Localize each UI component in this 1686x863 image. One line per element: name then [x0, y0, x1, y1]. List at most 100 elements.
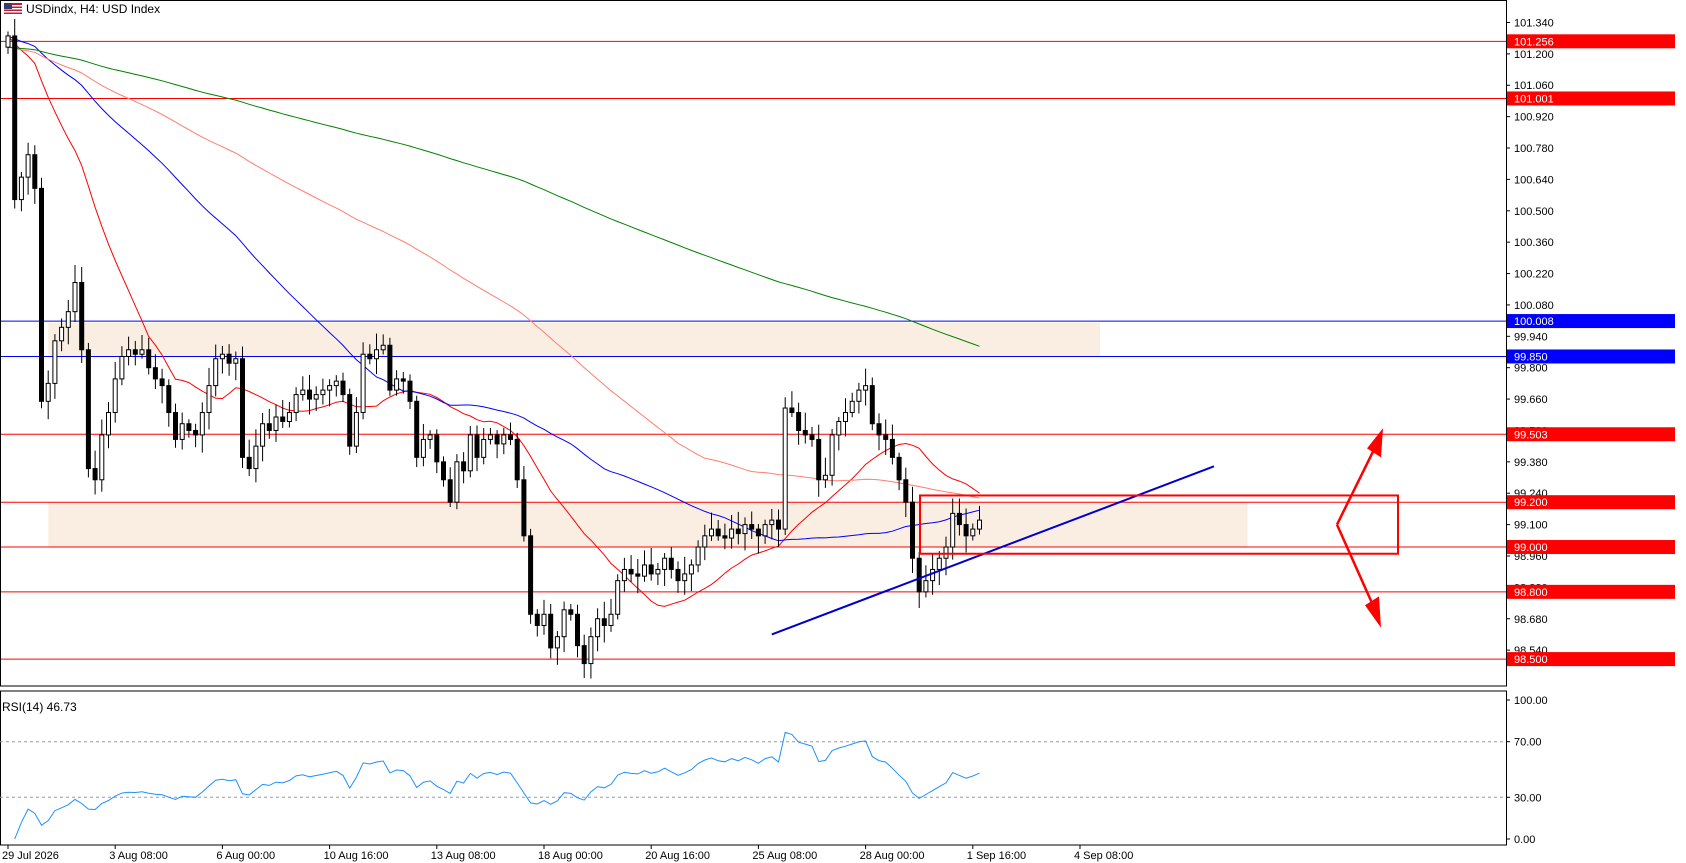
price-tick-label: 99.100	[1514, 520, 1548, 532]
candle-body	[541, 613, 547, 626]
annotation-layer	[771, 428, 1399, 636]
price-tick-label: 100.780	[1514, 143, 1554, 155]
level-tag	[1507, 91, 1675, 106]
candle-body	[353, 412, 359, 447]
candle-body	[387, 344, 393, 391]
candle-body	[52, 340, 58, 384]
price-tick-label: 100.500	[1514, 206, 1554, 218]
candle-body	[407, 380, 413, 402]
level-tag-label: 99.000	[1514, 542, 1548, 554]
candle-body	[320, 389, 326, 396]
candle-body	[253, 445, 259, 470]
rsi-header: RSI(14) 46.73	[2, 700, 77, 714]
candle-body	[668, 557, 674, 570]
price-tick-label: 101.200	[1514, 49, 1554, 61]
candle-body	[950, 512, 956, 548]
moving-average-line	[7, 46, 980, 347]
candle-body	[72, 282, 78, 313]
candle-body	[427, 434, 433, 440]
candle-body	[25, 154, 31, 178]
candle-body	[126, 349, 132, 357]
time-tick-label: 3 Aug 08:00	[109, 850, 168, 862]
candle-body	[286, 412, 292, 422]
level-tag	[1507, 34, 1675, 49]
candle-body	[206, 385, 212, 414]
candle-body	[963, 524, 969, 537]
level-tag-label: 101.256	[1514, 36, 1554, 48]
arrow-up-head	[1367, 428, 1383, 458]
candle-body	[729, 528, 735, 539]
level-tag-label: 98.500	[1514, 654, 1548, 666]
candle-body	[709, 528, 714, 537]
candle-body	[85, 349, 91, 470]
candle-body	[152, 367, 158, 380]
candle-body	[769, 519, 775, 526]
candle-body	[260, 423, 266, 447]
candle-body	[461, 461, 467, 472]
candle-body	[333, 380, 339, 387]
candle-body	[635, 573, 641, 577]
time-tick-label: 18 Aug 00:00	[538, 850, 603, 862]
candle-body	[581, 645, 587, 665]
candle-body	[595, 618, 601, 638]
price-zone	[48, 502, 1248, 548]
candle-body	[970, 528, 976, 537]
rsi-panel-frame	[0, 690, 1507, 846]
candle-body	[695, 546, 701, 566]
candle-body	[642, 564, 647, 577]
candle-body	[434, 434, 440, 463]
candle-body	[374, 349, 379, 360]
candle-body	[923, 580, 929, 593]
candle-body	[688, 564, 694, 575]
candle-body	[829, 434, 835, 476]
candle-body	[179, 423, 185, 440]
candle-body	[675, 568, 681, 582]
candle-body	[762, 524, 768, 537]
level-tag	[1507, 652, 1675, 667]
candle-body	[12, 35, 18, 201]
candle-body	[213, 358, 219, 387]
candle-body	[266, 423, 272, 431]
candle-body	[782, 407, 788, 530]
candle-body	[889, 438, 895, 458]
level-tag-label: 100.008	[1514, 316, 1554, 328]
price-tick-label: 101.060	[1514, 80, 1554, 92]
candle-body	[802, 429, 808, 436]
level-tag	[1507, 349, 1675, 364]
candle-body	[977, 519, 982, 530]
candle-body	[628, 568, 634, 575]
candle-body	[682, 573, 688, 582]
candle-body	[99, 434, 105, 481]
candle-body	[166, 385, 172, 414]
candle-body	[360, 353, 366, 414]
arrow-down-head	[1365, 596, 1381, 628]
candle-body	[662, 557, 668, 570]
rsi-panel: 100.00 70.00 30.00 0.00	[0, 695, 1548, 846]
price-zone	[48, 322, 1101, 357]
candle-body	[869, 385, 875, 425]
candle-body	[106, 412, 111, 436]
candle-body	[776, 519, 781, 530]
candle-body	[554, 636, 560, 649]
candle-body	[521, 479, 527, 537]
candle-body	[59, 326, 65, 342]
candle-body	[219, 353, 225, 360]
candle-body	[159, 378, 165, 387]
time-tick-label: 10 Aug 16:00	[324, 850, 389, 862]
level-layer	[0, 40, 1506, 660]
time-tick-label: 20 Aug 16:00	[645, 850, 710, 862]
chart-header: USDindx, H4: USD Index	[26, 2, 160, 16]
candle-body	[702, 535, 708, 548]
candle-body	[930, 568, 936, 582]
moving-average-line	[7, 46, 980, 499]
time-tick-label: 25 Aug 08:00	[752, 850, 817, 862]
candle-body	[508, 434, 513, 440]
candle-body	[307, 389, 312, 400]
time-tick-label: 28 Aug 00:00	[860, 850, 925, 862]
time-tick-label: 6 Aug 00:00	[216, 850, 275, 862]
symbol-label: USDindx, H4:	[26, 2, 99, 16]
candle-body	[119, 355, 125, 380]
candle-body	[655, 568, 661, 575]
candle-body	[910, 501, 915, 559]
